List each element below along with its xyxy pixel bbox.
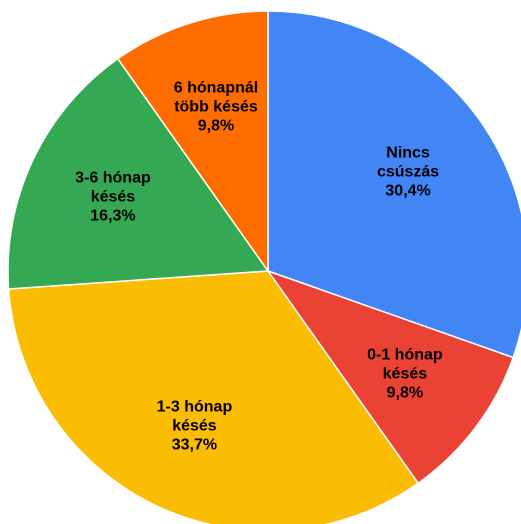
pie-slice: [116, 10, 269, 274]
slice-label: 3-6 hónap késés 16,3%: [59, 169, 167, 226]
slice-label: Nincs csúszás 30,4%: [354, 143, 462, 200]
slice-category: 0-1 hónap késés: [367, 346, 443, 383]
pie-slice: [266, 269, 515, 485]
slice-label: 0-1 hónap késés 9,8%: [351, 346, 459, 403]
pie-slice: [7, 270, 420, 524]
slice-value: 30,4%: [385, 182, 431, 200]
slice-category: 1-3 hónap késés: [156, 398, 233, 435]
slice-value: 9,8%: [197, 117, 235, 135]
slice-value: 16,3%: [90, 207, 136, 225]
slice-category: Nincs csúszás: [376, 144, 440, 181]
slice-category: 6 hónapnál több késés: [173, 79, 259, 116]
slice-category: 3-6 hónap késés: [75, 169, 151, 206]
slice-label: 6 hónapnál több késés 9,8%: [162, 79, 270, 136]
slice-label: 1-3 hónap késés 33,7%: [140, 398, 248, 455]
slice-value: 9,8%: [386, 384, 424, 402]
pie-slice: [267, 10, 521, 359]
pie-slice: [7, 57, 270, 290]
slice-value: 33,7%: [171, 436, 218, 454]
